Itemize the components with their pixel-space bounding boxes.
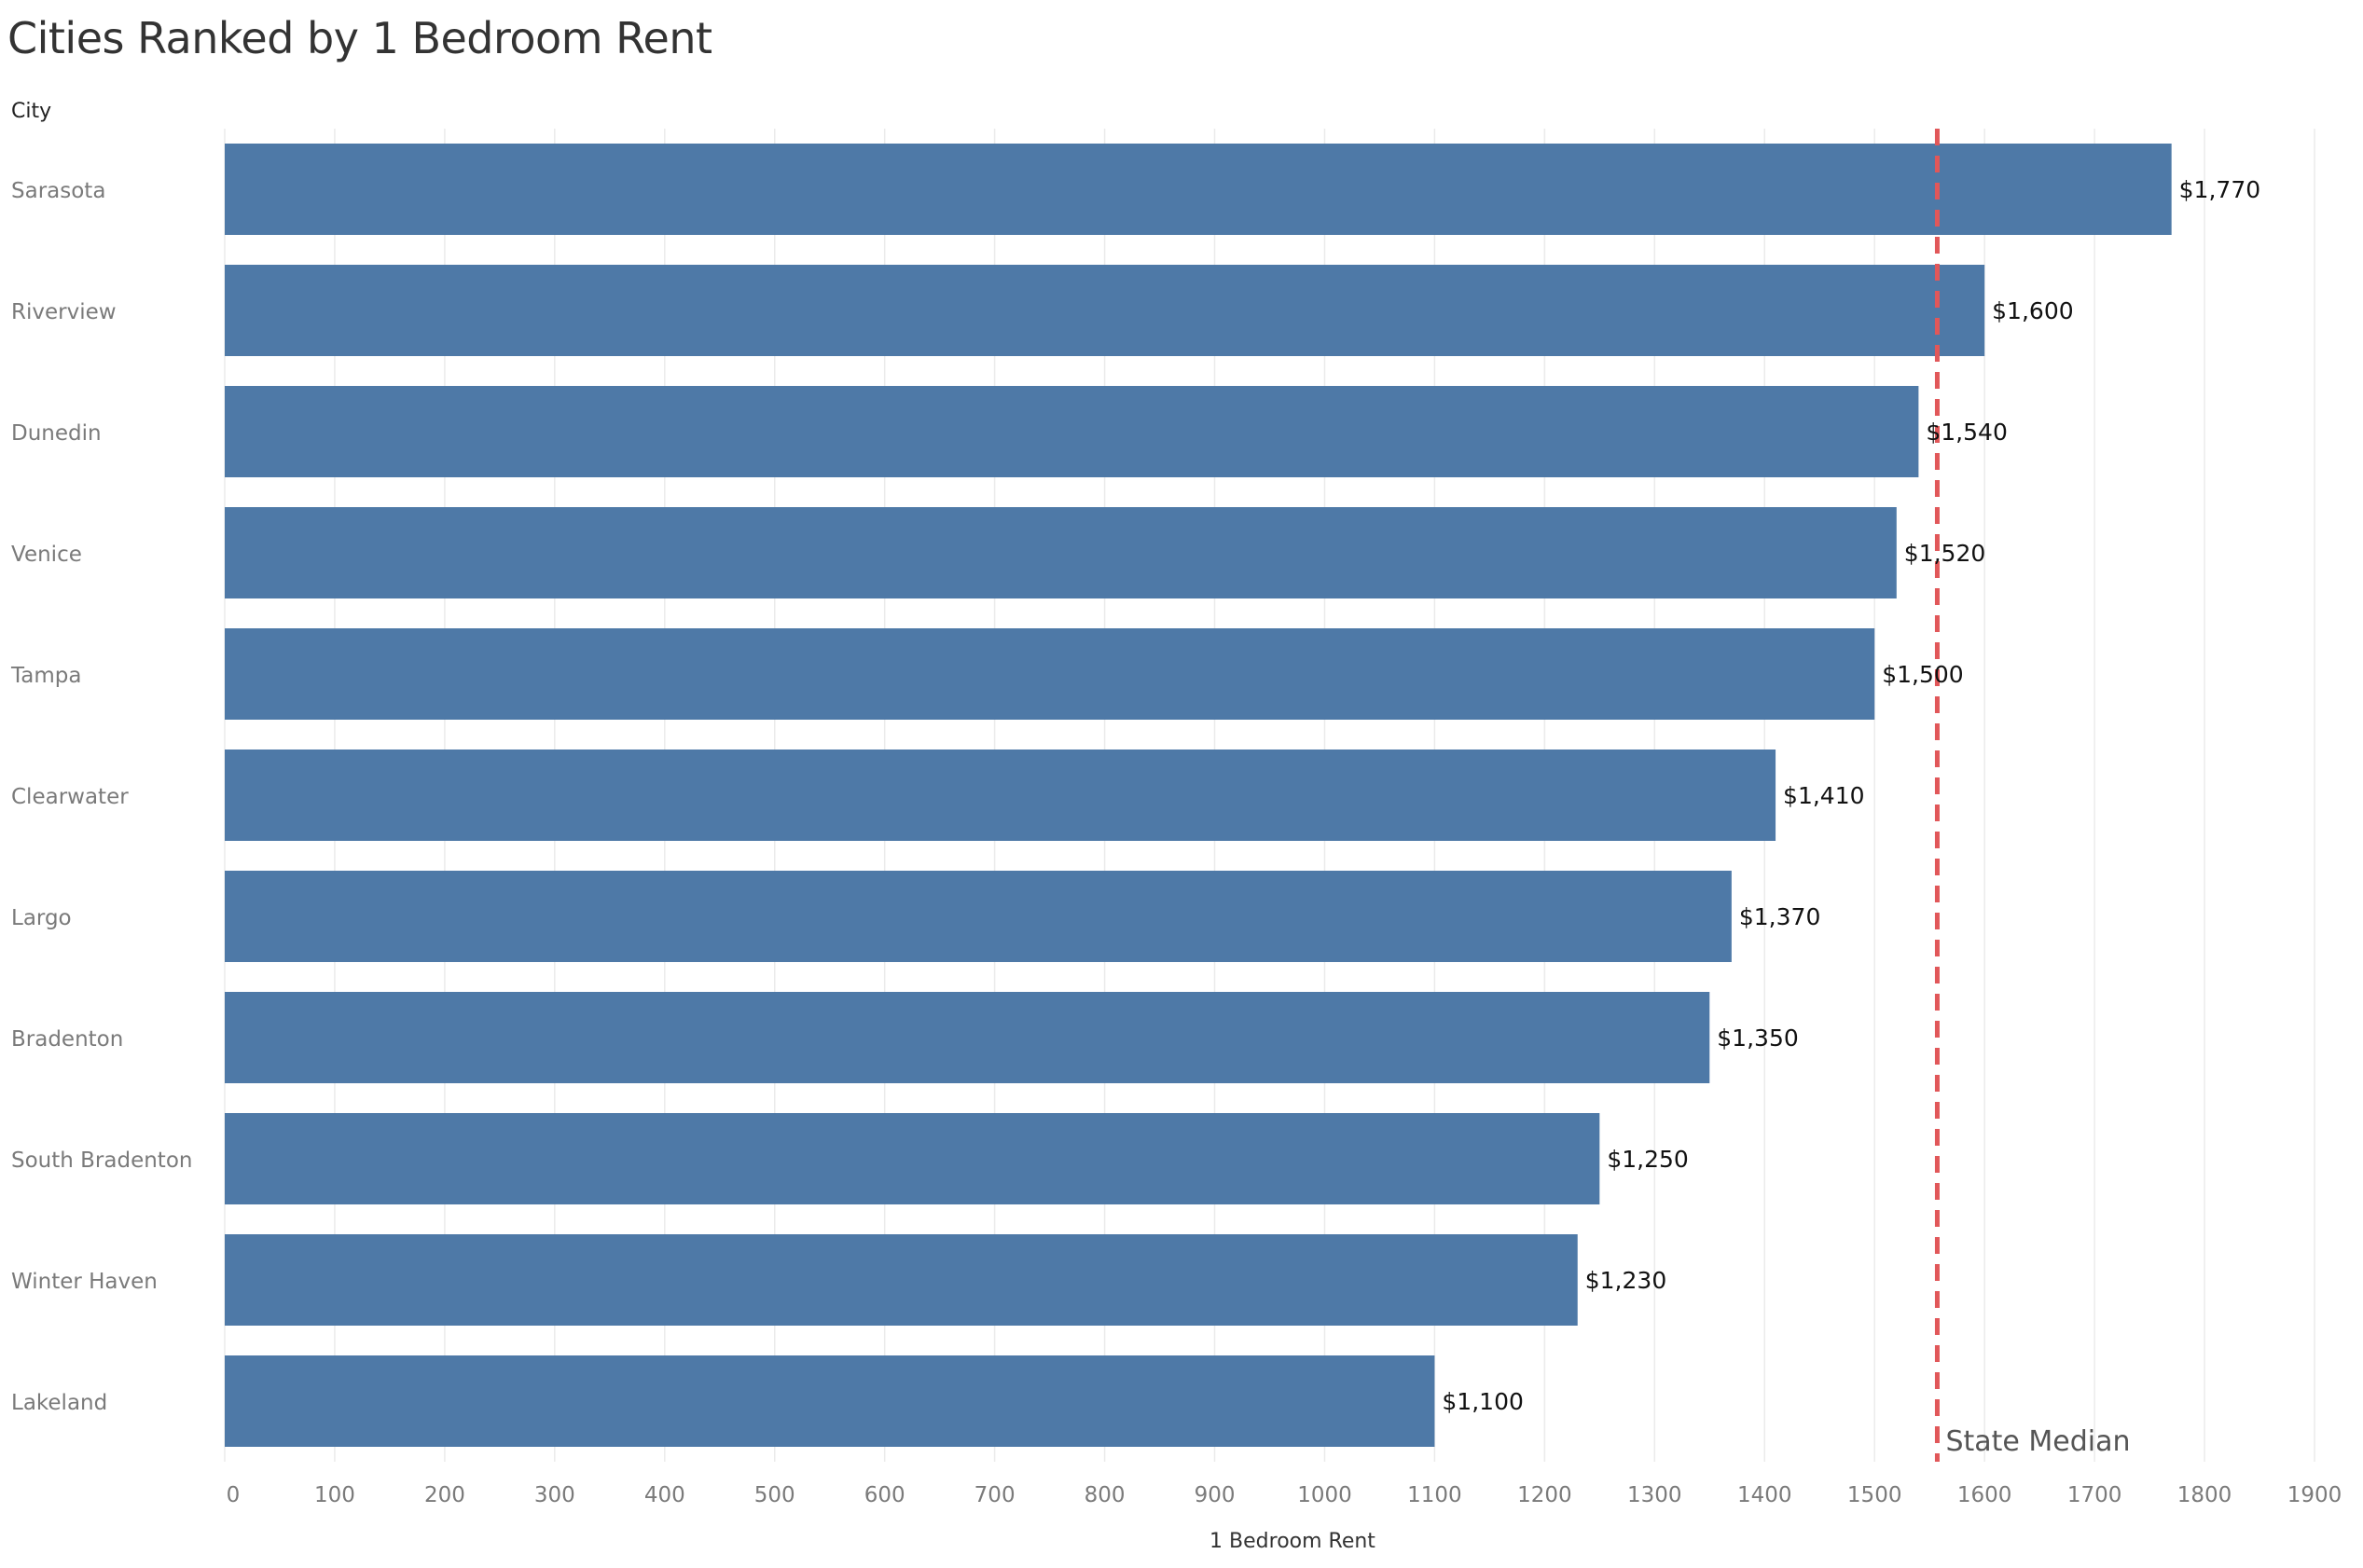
x-tick-label: 1000 [1297,1483,1352,1507]
category-label: Clearwater [11,785,129,809]
data-label: $1,350 [1717,1025,1798,1052]
x-tick-label: 1700 [2067,1483,2122,1507]
category-label: South Bradenton [11,1148,192,1173]
x-axis-ticks: 0 100 200 300 400 500 600 700 800 900 1000 1100 1200… [227,1483,2342,1507]
reference-line-group: State Median [1934,129,2131,1462]
category-label: Bradenton [11,1027,123,1052]
x-tick-label: 1900 [2287,1483,2342,1507]
x-tick-label: 700 [974,1483,1016,1507]
bar [225,1355,1435,1447]
x-tick-label: 300 [534,1483,575,1507]
row-header-city: City [11,100,52,123]
x-tick-label: 1400 [1737,1483,1792,1507]
x-tick-label: 900 [1195,1483,1236,1507]
x-tick-label: 1600 [1957,1483,2012,1507]
category-label: Dunedin [11,421,102,446]
category-label: Venice [11,543,82,567]
x-tick-label: 600 [864,1483,905,1507]
reference-line-label: State Median [1945,1425,2130,1458]
bar [225,992,1710,1083]
data-label: $1,600 [1992,297,2073,324]
data-label: $1,230 [1585,1267,1666,1294]
x-tick-label: 1800 [2177,1483,2232,1507]
x-tick-label: 0 [227,1483,241,1507]
chart-title: Cities Ranked by 1 Bedroom Rent [7,13,712,63]
data-label: $1,410 [1783,782,1864,809]
data-label: $1,520 [1904,540,1985,567]
x-tick-label: 1300 [1627,1483,1682,1507]
bar [225,144,2172,235]
x-tick-label: 1500 [1847,1483,1902,1507]
category-label: Lakeland [11,1391,107,1415]
data-label: $1,250 [1607,1146,1688,1173]
category-label: Largo [11,906,72,930]
bar [225,1113,1600,1204]
x-tick-label: 1200 [1517,1483,1572,1507]
x-tick-label: 100 [314,1483,355,1507]
x-tick-label: 400 [644,1483,685,1507]
category-label: Riverview [11,300,117,324]
category-labels: Sarasota Riverview Dunedin Venice Tampa Clear… [10,179,192,1415]
x-tick-label: 200 [424,1483,465,1507]
data-label: $1,770 [2179,176,2260,203]
x-tick-label: 800 [1085,1483,1126,1507]
x-tick-label: 500 [754,1483,795,1507]
category-label: Winter Haven [11,1270,158,1294]
data-labels: $1,770 $1,600 $1,540 $1,520 $1,500 $1,410 $1,3… [1442,176,2260,1415]
category-label: Tampa [10,664,81,688]
x-axis-title: 1 Bedroom Rent [1209,1530,1375,1553]
bar [225,386,1919,477]
bar [225,750,1776,841]
bar [225,265,1985,356]
category-label: Sarasota [11,179,105,203]
bar [225,628,1875,720]
x-tick-label: 1100 [1407,1483,1462,1507]
data-label: $1,540 [1926,419,2007,446]
bars [225,144,2172,1447]
bar [225,1234,1578,1326]
data-label: $1,370 [1739,903,1820,930]
bar [225,871,1732,962]
data-label: $1,100 [1442,1388,1523,1415]
bar [225,507,1897,598]
data-label: $1,500 [1882,661,1963,688]
